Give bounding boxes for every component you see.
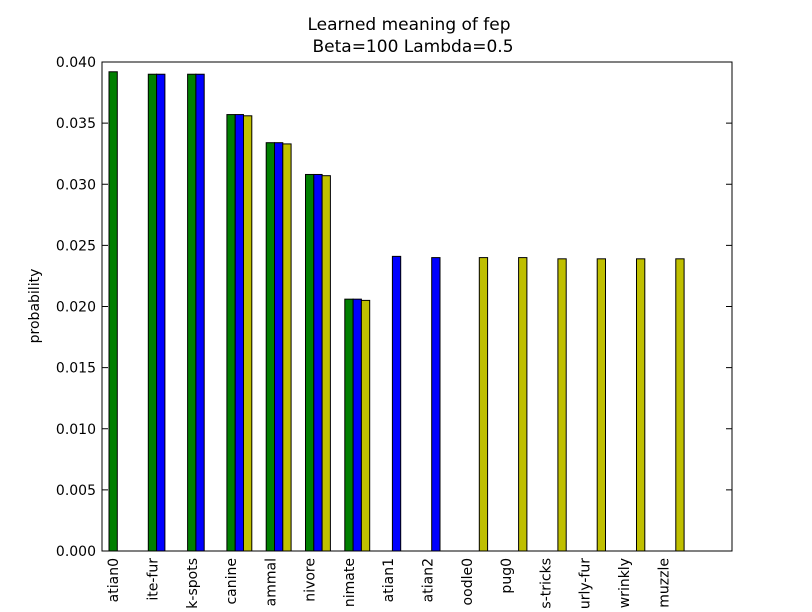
y-tick-label: 0.000 (56, 544, 96, 560)
y-tick-label: 0.005 (56, 483, 96, 499)
bar-s2-s-tricks (557, 258, 567, 552)
y-axis-label: probability (27, 269, 43, 344)
x-tick-label: oodle0 (460, 558, 476, 605)
x-tick-label: urly-fur (578, 558, 594, 609)
bar-s1-atian2 (431, 257, 441, 552)
x-tick-label: canine (224, 558, 240, 605)
bar-s2-nivore (321, 175, 331, 552)
bar-s0-atian0 (108, 71, 118, 552)
bar-s2-oodle0 (478, 257, 489, 552)
x-ticks-group: atian0 ite-fur k-spots canine ammal nivore nim… (106, 558, 672, 609)
bar-s0-nivore (305, 173, 315, 552)
bar-s0-canine (226, 114, 236, 552)
x-tick-label: muzzle (656, 558, 672, 608)
x-tick-label: atian1 (381, 558, 397, 602)
x-tick-label: nimate (342, 558, 358, 607)
bar-s1-canine (234, 114, 244, 552)
y-tick-label: 0.015 (56, 361, 96, 377)
bar-s1-nivore (313, 173, 323, 552)
bar-s1-atian1 (391, 255, 402, 552)
bar-s2-nimate (360, 299, 371, 552)
bar-s2-muzzle (675, 258, 685, 552)
bar-s0-ammal (265, 142, 276, 552)
x-tick-label: ammal (263, 558, 279, 606)
y-tick-label: 0.020 (56, 300, 96, 316)
x-tick-label: k-spots (185, 558, 201, 609)
y-tick-label: 0.030 (56, 177, 96, 193)
plot-frame (101, 61, 733, 552)
x-tick-label: nivore (303, 558, 319, 602)
chart-title: Learned meaning of fep (307, 15, 510, 35)
bar-s1-ite-fur (156, 73, 166, 552)
chart-subtitle: Beta=100 Lambda=0.5 (312, 37, 513, 57)
x-tick-label: s-tricks (538, 558, 554, 609)
bars-group (108, 71, 685, 552)
bar-s2-wrinkly (636, 258, 646, 552)
bar-s1-k-spots (195, 73, 205, 552)
x-tick-label: atian0 (106, 558, 122, 602)
bar-s0-ite-fur (147, 73, 158, 552)
y-tick-label: 0.040 (56, 55, 96, 71)
x-tick-label: pug0 (499, 558, 515, 594)
bar-s2-canine (243, 115, 253, 552)
bar-s0-k-spots (187, 73, 197, 552)
y-tick-label: 0.010 (56, 422, 96, 438)
y-ticks-group: 0.000 0.005 0.010 0.015 0.020 0.025 0.030 0.035… (56, 55, 732, 560)
bar-s1-ammal (274, 142, 284, 552)
x-tick-label: wrinkly (617, 558, 633, 608)
y-tick-label: 0.035 (56, 116, 96, 132)
y-tick-label: 0.025 (56, 238, 96, 254)
bar-s1-nimate (352, 298, 362, 552)
bar-s2-pug0 (518, 257, 528, 552)
bar-s0-nimate (344, 298, 354, 552)
bar-s2-urly-fur (596, 258, 607, 552)
x-tick-label: atian2 (421, 558, 437, 602)
x-tick-label: ite-fur (146, 558, 162, 601)
bar-s2-ammal (282, 143, 292, 552)
